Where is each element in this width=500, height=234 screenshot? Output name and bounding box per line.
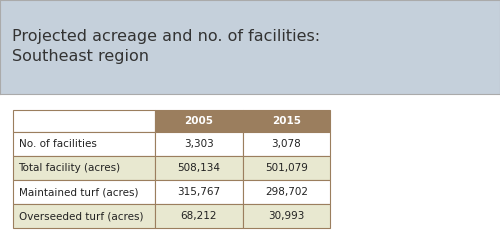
Text: 68,212: 68,212 <box>180 211 217 221</box>
Bar <box>155 110 242 132</box>
Text: Total facility (acres): Total facility (acres) <box>18 163 120 173</box>
Bar <box>12 132 155 156</box>
Text: 2015: 2015 <box>272 116 301 126</box>
Bar <box>155 156 242 180</box>
Text: 30,993: 30,993 <box>268 211 304 221</box>
Text: 315,767: 315,767 <box>177 187 220 197</box>
Bar <box>242 110 330 132</box>
Bar <box>242 156 330 180</box>
Bar <box>242 204 330 228</box>
Bar <box>242 180 330 204</box>
Bar <box>155 132 242 156</box>
Bar <box>155 204 242 228</box>
Bar <box>155 180 242 204</box>
Bar <box>242 132 330 156</box>
Text: Projected acreage and no. of facilities:
Southeast region: Projected acreage and no. of facilities:… <box>12 29 320 64</box>
Text: 3,303: 3,303 <box>184 139 214 149</box>
Bar <box>12 110 155 132</box>
Text: 298,702: 298,702 <box>265 187 308 197</box>
Text: Overseeded turf (acres): Overseeded turf (acres) <box>18 211 143 221</box>
Bar <box>12 180 155 204</box>
Text: 501,079: 501,079 <box>265 163 308 173</box>
Text: 508,134: 508,134 <box>177 163 220 173</box>
Text: Maintained turf (acres): Maintained turf (acres) <box>18 187 138 197</box>
Bar <box>12 156 155 180</box>
Text: 3,078: 3,078 <box>272 139 301 149</box>
Text: 2005: 2005 <box>184 116 213 126</box>
Text: No. of facilities: No. of facilities <box>18 139 96 149</box>
Bar <box>12 204 155 228</box>
